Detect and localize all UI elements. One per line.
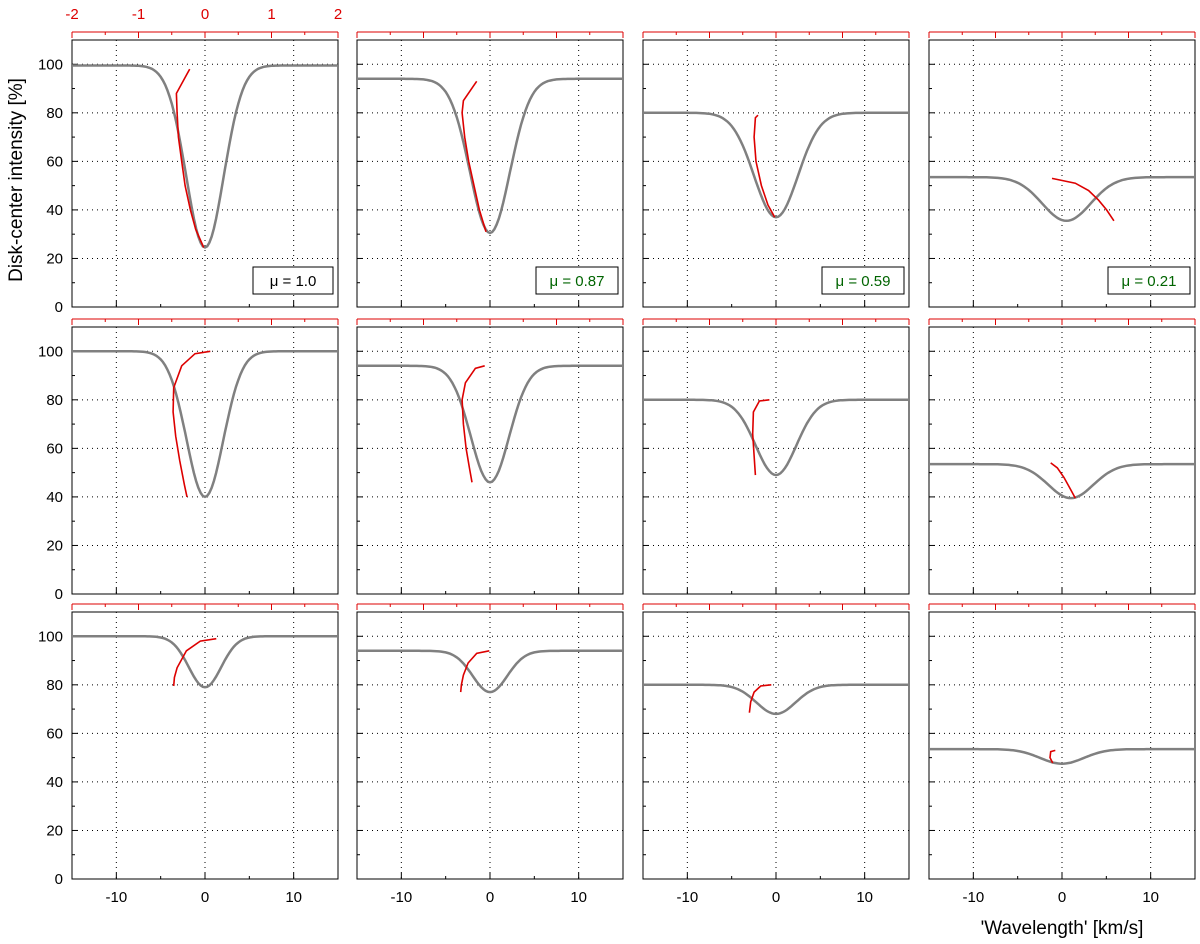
y-tick-label: 60: [46, 440, 63, 457]
bisector-tick-label: -2: [65, 6, 78, 23]
y-tick-label: 20: [46, 250, 63, 267]
line-profile: [929, 747, 1195, 765]
line-bisector: [172, 350, 211, 498]
panel-frame: [356, 326, 624, 595]
panel-r2-c0: 0 20 40 60 80 100 -10 0 10: [38, 603, 339, 906]
panel-frame: [928, 326, 1196, 595]
line-profile: [643, 398, 909, 477]
bisector-tick-label: 2: [334, 6, 342, 23]
y-tick-label: 60: [46, 725, 63, 742]
panel-frame: [928, 611, 1196, 880]
panel-frame: [928, 39, 1196, 308]
line-bisector: [461, 80, 487, 233]
line-bisector: [175, 68, 205, 248]
x-tick-label: 0: [772, 889, 780, 906]
x-tick-label: 10: [285, 889, 302, 906]
panel-frame: [71, 611, 339, 880]
x-tick-label: -10: [390, 889, 412, 906]
panel-frame: [71, 326, 339, 595]
x-tick-label: 10: [856, 889, 873, 906]
y-tick-label: 60: [46, 153, 63, 170]
x-tick-label: 0: [1058, 889, 1066, 906]
line-profile: [357, 649, 623, 694]
line-bisector: [1051, 177, 1115, 222]
panel-frame: [71, 39, 339, 308]
panel-frame: [642, 611, 910, 880]
y-tick-label: 100: [38, 343, 63, 360]
x-tick-label: -10: [962, 889, 984, 906]
panel-frame: [642, 39, 910, 308]
mu-label: μ = 0.21: [1122, 273, 1177, 290]
panel-r0-c2: μ = 0.59: [642, 31, 910, 308]
x-tick-label: 10: [570, 889, 587, 906]
line-profile: [72, 635, 338, 689]
bisector-tick-label: -1: [132, 6, 145, 23]
panel-r1-c0: 0 20 40 60 80 100: [38, 318, 339, 603]
x-tick-label: 0: [201, 889, 209, 906]
panel-r1-c1: [356, 318, 624, 595]
y-tick-label: 0: [55, 871, 63, 888]
line-profile: [357, 77, 623, 235]
y-tick-label: 20: [46, 822, 63, 839]
panel-r2-c3: -10 0 10: [928, 603, 1196, 906]
x-axis-title: 'Wavelength' [km/s]: [981, 918, 1144, 939]
x-tick-label: -10: [676, 889, 698, 906]
y-tick-label: 40: [46, 489, 63, 506]
line-profile: [357, 364, 623, 484]
y-tick-label: 0: [55, 299, 63, 316]
line-bisector: [753, 114, 776, 218]
line-bisector: [461, 365, 485, 483]
line-profile: [929, 462, 1195, 500]
line-profile: [643, 111, 909, 219]
y-tick-label: 80: [46, 392, 63, 409]
mu-label-box: [821, 266, 905, 295]
line-bisector: [1050, 462, 1077, 499]
panel-r0-c1: μ = 0.87: [356, 31, 624, 308]
bisector-tick-label: 1: [267, 6, 275, 23]
line-bisector: [1049, 749, 1056, 764]
bisector-tick-label: 0: [201, 6, 209, 23]
mu-label-box: [252, 266, 334, 295]
line-profile: [643, 683, 909, 716]
line-profile: [72, 64, 338, 249]
mu-label: μ = 0.87: [550, 273, 605, 290]
line-profile: [72, 350, 338, 499]
y-tick-label: 20: [46, 537, 63, 554]
mu-label-box: [1107, 266, 1191, 295]
y-tick-label: 80: [46, 105, 63, 122]
line-bisector: [748, 684, 772, 713]
panel-frame: [356, 611, 624, 880]
y-tick-label: 100: [38, 56, 63, 73]
y-tick-label: 80: [46, 677, 63, 694]
panel-frame: [642, 326, 910, 595]
mu-label-box: [535, 266, 619, 295]
x-tick-label: 10: [1142, 889, 1159, 906]
y-tick-label: 40: [46, 202, 63, 219]
line-bisector: [459, 650, 490, 693]
y-tick-label: 0: [55, 586, 63, 603]
panel-r2-c1: -10 0 10: [356, 603, 624, 906]
panel-r1-c2: [642, 318, 910, 595]
line-profile: [929, 175, 1195, 223]
y-axis-title: Disk-center intensity [%]: [6, 78, 27, 282]
y-tick-label: 40: [46, 774, 63, 791]
x-tick-label: 0: [486, 889, 494, 906]
y-tick-label: 100: [38, 628, 63, 645]
x-tick-label: -10: [105, 889, 127, 906]
panel-frame: [356, 39, 624, 308]
panel-r2-c2: -10 0 10: [642, 603, 910, 906]
mu-label: μ = 0.59: [836, 273, 891, 290]
line-bisector: [751, 399, 770, 476]
panel-r1-c3: [928, 318, 1196, 595]
mu-label: μ = 1.0: [270, 273, 317, 290]
panel-r0-c3: μ = 0.21: [928, 31, 1196, 308]
line-bisector: [172, 637, 217, 687]
